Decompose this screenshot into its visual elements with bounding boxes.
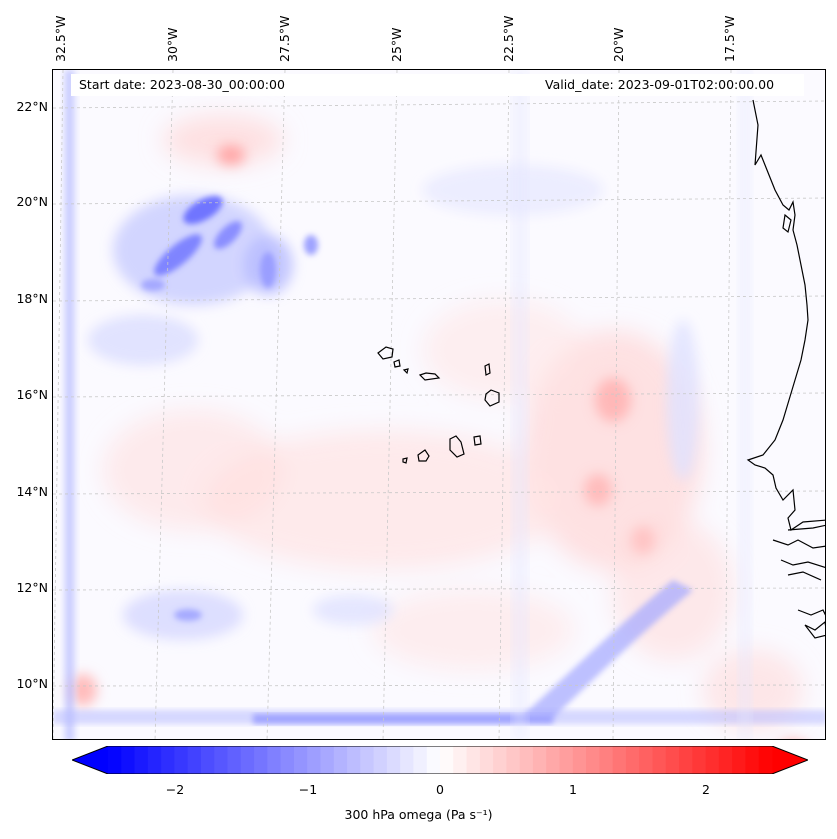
colorbar-cell (360, 746, 374, 774)
island-sal (484, 363, 491, 376)
colorbar-cell (440, 746, 454, 774)
colorbar-cell (506, 746, 521, 774)
lon-label-25w: 25°W (389, 27, 404, 62)
colorbar-cell (108, 746, 122, 774)
colorbar-cell (479, 746, 494, 774)
lat-label-16n: 16°N (16, 387, 48, 402)
colorbar-cell (426, 746, 441, 774)
colorbar-cell (174, 746, 189, 774)
colorbar-cell (572, 746, 587, 774)
lat-label-20n: 20°N (16, 194, 48, 209)
lon-label-20w: 20°W (611, 27, 626, 62)
colorbar-cell (134, 746, 149, 774)
colorbar-cell (200, 746, 215, 774)
lon-label-32-5w: 32.5°W (53, 15, 68, 62)
colorbar-cell (532, 746, 547, 774)
colorbar-cell (333, 746, 348, 774)
colorbar-cell (280, 746, 295, 774)
island-brava (402, 457, 408, 464)
lat-label-10n: 10°N (16, 676, 48, 691)
colorbar (72, 746, 808, 774)
colorbar-cell (652, 746, 667, 774)
colorbar-cell (214, 746, 228, 774)
colorbar-cell (373, 746, 388, 774)
island-sao-nicolau (418, 372, 441, 381)
colorbar-cell (679, 746, 693, 774)
lat-label-18n: 18°N (16, 291, 48, 306)
colorbar-cell (758, 746, 773, 774)
island-boa-vista (484, 389, 500, 407)
lat-label-14n: 14°N (16, 484, 48, 499)
lon-label-22-5w: 22.5°W (501, 15, 516, 62)
colorbar-cell (400, 746, 414, 774)
colorbar-cell (466, 746, 481, 774)
colorbar-label: 300 hPa omega (Pa s⁻¹) (344, 807, 493, 822)
map-panel (52, 69, 826, 740)
colorbar-cell (599, 746, 614, 774)
date-info-strip (71, 74, 804, 96)
lon-label-27-5w: 27.5°W (277, 15, 292, 62)
colorbar-cell (705, 746, 720, 774)
island-sao-vicente (393, 359, 401, 368)
colorbar-cell (254, 746, 268, 774)
colorbar-cell (453, 746, 467, 774)
cape-verde-islands (377, 346, 500, 464)
colorbar-cell (519, 746, 534, 774)
start-date-label: Start date: 2023-08-30_00:00:00 (79, 77, 285, 92)
colorbar-cells (72, 746, 808, 774)
colorbar-cell (267, 746, 282, 774)
colorbar-cell (625, 746, 640, 774)
island-santiago (449, 435, 465, 458)
colorbar-extend-low (72, 746, 108, 774)
colorbar-cell (692, 746, 706, 774)
boundary-bands (53, 70, 825, 739)
colorbar-cell (227, 746, 242, 774)
colorbar-cell (546, 746, 560, 774)
colorbar-cell (147, 746, 162, 774)
island-santa-luzia (402, 368, 409, 375)
colorbar-cell (386, 746, 401, 774)
island-maio (473, 435, 482, 446)
colorbar-cell (320, 746, 335, 774)
colorbar-cell (493, 746, 507, 774)
colorbar-cell (121, 746, 135, 774)
colorbar-cell (347, 746, 361, 774)
colorbar-cell (612, 746, 627, 774)
colorbar-cell (413, 746, 428, 774)
colorbar-tick-1: 1 (569, 782, 577, 797)
colorbar-cell (718, 746, 733, 774)
colorbar-cell (240, 746, 255, 774)
coastline-africa (746, 99, 825, 639)
colorbar-cell (187, 746, 202, 774)
colorbar-cell (559, 746, 574, 774)
island-fogo (417, 449, 430, 462)
colorbar-cell (293, 746, 308, 774)
colorbar-tick-minus-1: −1 (298, 782, 318, 797)
island-santo-antao (377, 346, 394, 360)
colorbar-cell (732, 746, 746, 774)
colorbar-tick-0: 0 (436, 782, 444, 797)
colorbar-cell (161, 746, 175, 774)
lat-label-12n: 12°N (16, 580, 48, 595)
colorbar-cell (665, 746, 680, 774)
negative-omega-cores (141, 196, 318, 621)
lon-label-17-5w: 17.5°W (722, 15, 737, 62)
colorbar-cell (745, 746, 760, 774)
lon-label-30w: 30°W (165, 27, 180, 62)
colorbar-cell (307, 746, 321, 774)
colorbar-extend-high (772, 746, 808, 774)
graticule (53, 70, 825, 739)
colorbar-tick-2: 2 (702, 782, 710, 797)
valid-date-label: Valid_date: 2023-09-01T02:00:00.00 (545, 77, 775, 92)
colorbar-tick-minus-2: −2 (165, 782, 185, 797)
colorbar-cell (639, 746, 653, 774)
colorbar-cell (586, 746, 600, 774)
omega-field-map (53, 70, 825, 739)
lat-label-22n: 22°N (16, 99, 48, 114)
